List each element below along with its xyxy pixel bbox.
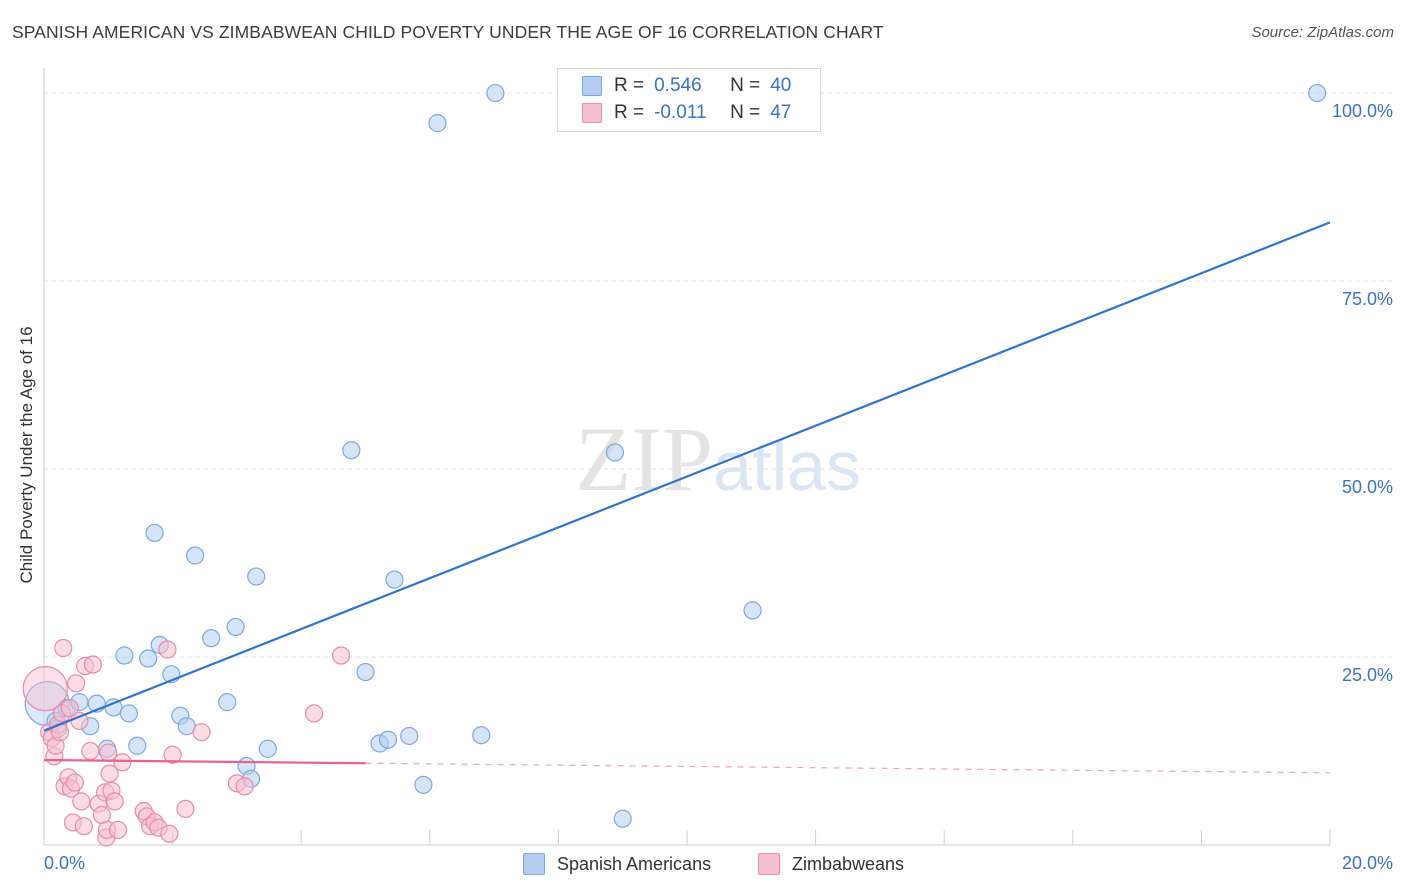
zimbabwean-point (192, 723, 211, 742)
spanish-american-point (428, 114, 447, 133)
zimbabwean-point (72, 792, 91, 811)
y-tick-label: 25.0% (1342, 665, 1393, 685)
spanish-american-point (202, 629, 221, 648)
y-tick-label: 75.0% (1342, 289, 1393, 309)
legend-swatch-blue (582, 76, 602, 96)
zimbabwean-point (176, 799, 195, 819)
spanish-american-point (119, 704, 138, 723)
spanish-american-point (342, 441, 361, 460)
zimbabwean-point (83, 655, 102, 674)
spanish-american-point (1308, 83, 1327, 103)
spanish-american-point (226, 617, 245, 637)
legend-n-value: 40 (770, 75, 792, 96)
legend-r-value: -0.011 (654, 102, 707, 123)
trend-line (43, 221, 1331, 732)
spanish-american-point (472, 726, 491, 745)
legend-label: Spanish Americans (557, 853, 712, 874)
spanish-american-point (145, 523, 164, 543)
spanish-american-point (414, 775, 433, 794)
spanish-american-point (356, 662, 375, 682)
bottom-legend-spanish-americans: Spanish Americans (523, 851, 711, 877)
zimbabwean-point (163, 745, 182, 764)
y-axis-title: Child Poverty Under the Age of 16 (17, 326, 36, 584)
trend-line (43, 758, 366, 765)
spanish-american-point (400, 726, 419, 746)
spanish-american-point (128, 736, 147, 755)
legend-swatch-pink (758, 853, 780, 875)
y-tick-label: 50.0% (1342, 477, 1393, 497)
chart-title: SPANISH AMERICAN VS ZIMBABWEAN CHILD POV… (12, 22, 884, 42)
watermark-zip: ZIP (575, 408, 713, 510)
zimbabwean-point (54, 638, 73, 658)
legend-r-label: R = (614, 102, 645, 123)
y-tick-label: 100.0% (1332, 101, 1393, 121)
zimbabwean-point (304, 704, 324, 723)
zimbabwean-point (331, 646, 351, 665)
legend-n-value: 47 (770, 102, 792, 123)
zimbabwean-point (65, 773, 84, 792)
stats-legend: R = 0.546 N = 40 R = -0.011 N = 47 (557, 68, 821, 132)
legend-label: Zimbabweans (792, 853, 905, 874)
zimbabwean-point (108, 820, 128, 840)
legend-row-spanish-americans: R = 0.546 N = 40 (582, 74, 792, 98)
legend-swatch-blue (523, 853, 545, 875)
spanish-american-point (258, 739, 277, 758)
spanish-american-point (385, 570, 404, 589)
spanish-american-point (613, 809, 632, 828)
zimbabwean-point (158, 640, 177, 659)
zimbabwean-point (60, 699, 79, 718)
spanish-american-point (378, 730, 398, 749)
x-tick-label: 0.0% (44, 853, 85, 873)
chart-source: Source: ZipAtlas.com (1251, 24, 1394, 41)
watermark-atlas: atlas (713, 427, 861, 505)
zimbabwean-point (81, 741, 100, 761)
watermark: ZIPatlas (575, 408, 861, 510)
trend-line-extension (365, 762, 1331, 774)
spanish-american-point (247, 567, 266, 586)
zimbabwean-point (160, 824, 179, 843)
zimbabwean-point (67, 674, 86, 693)
spanish-american-point (218, 693, 237, 712)
zimbabwean-point (105, 792, 124, 811)
zimbabwean-point (74, 817, 93, 836)
legend-row-zimbabweans: R = -0.011 N = 47 (582, 101, 792, 125)
zimbabwean-point (235, 777, 254, 796)
spanish-american-point (115, 646, 134, 665)
legend-r-value: 0.546 (654, 75, 702, 96)
spanish-american-point (139, 649, 158, 668)
legend-r-label: R = (614, 75, 645, 96)
legend-n-label: N = (730, 75, 761, 96)
spanish-american-point (605, 443, 625, 462)
legend-n-label: N = (730, 102, 761, 123)
x-tick-label: 20.0% (1342, 853, 1393, 873)
spanish-american-point (486, 83, 505, 103)
zimbabwean-point (92, 805, 111, 825)
spanish-american-point (186, 546, 205, 565)
zimbabwean-point (22, 665, 68, 712)
legend-swatch-pink (582, 103, 602, 123)
bottom-legend-zimbabweans: Zimbabweans (758, 851, 904, 877)
zimbabwean-point (113, 753, 132, 772)
spanish-american-point (743, 601, 762, 620)
